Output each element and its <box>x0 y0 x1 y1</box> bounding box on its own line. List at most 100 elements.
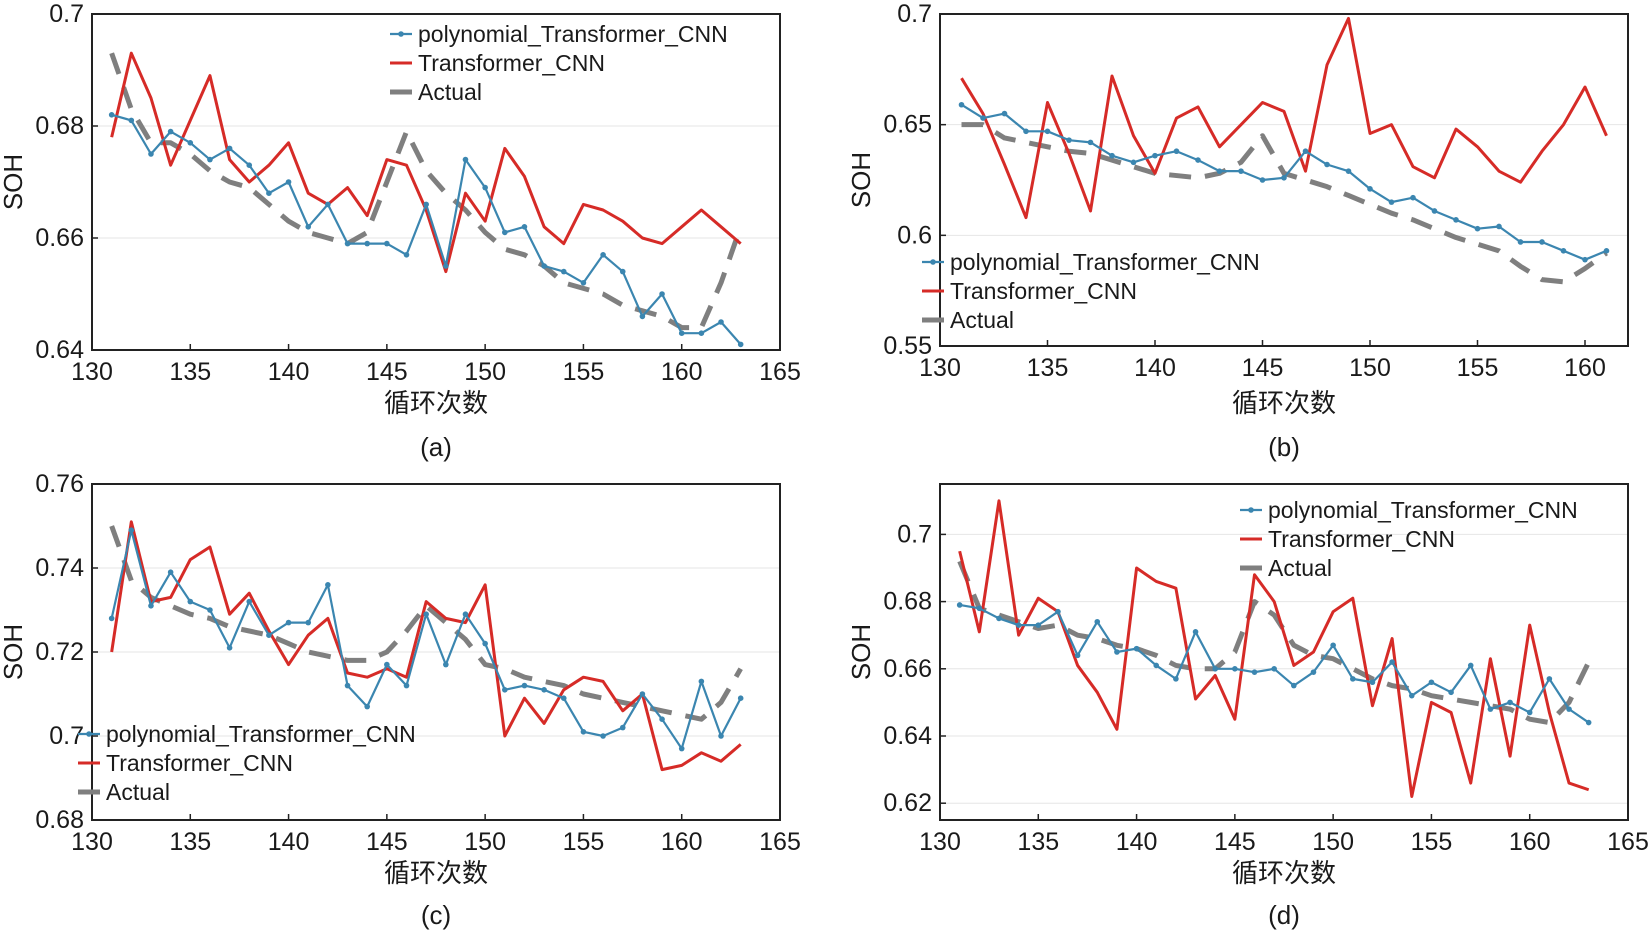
data-point <box>737 695 744 701</box>
data-point <box>423 611 429 617</box>
data-point <box>1173 148 1180 155</box>
data-point <box>600 252 606 258</box>
data-point <box>226 645 233 651</box>
data-point <box>246 598 253 605</box>
panel-label: (b) <box>1268 432 1300 462</box>
data-point <box>246 162 253 168</box>
data-point <box>659 716 665 722</box>
data-point <box>1195 157 1201 163</box>
y-tick-label: 0.72 <box>35 638 84 666</box>
data-point <box>344 682 351 689</box>
plot-frame <box>939 483 1629 821</box>
x-axis-label: 循环次数 <box>384 858 488 888</box>
data-point <box>167 569 174 575</box>
data-point <box>1066 137 1072 143</box>
x-tick-label: 155 <box>1411 828 1453 856</box>
y-axis-label: SOH <box>846 624 876 680</box>
x-tick-label: 150 <box>1312 828 1354 856</box>
data-point <box>1585 719 1592 726</box>
data-point <box>1055 608 1061 615</box>
panel-label: (d) <box>1268 900 1300 930</box>
legend-marker <box>398 31 404 37</box>
data-point <box>305 224 312 230</box>
data-point <box>1410 194 1416 201</box>
x-tick-label: 140 <box>1116 828 1158 856</box>
panel-label: (c) <box>421 900 451 930</box>
data-point <box>1388 199 1395 205</box>
data-point <box>344 240 351 247</box>
y-tick-label: 0.66 <box>883 655 932 683</box>
data-point <box>364 240 371 247</box>
data-point <box>1023 128 1029 135</box>
data-point <box>678 330 685 337</box>
x-tick-label: 135 <box>1027 354 1069 382</box>
data-point <box>128 117 135 124</box>
data-point <box>1448 689 1454 696</box>
data-point <box>1074 652 1081 659</box>
legend: polynomial_Transformer_CNN Transformer_CN… <box>390 21 728 105</box>
data-point <box>128 527 135 533</box>
series-line-Transformer_CNN <box>110 51 742 274</box>
data-point <box>1044 128 1051 135</box>
data-point <box>384 240 390 247</box>
series-line-Actual <box>109 525 743 722</box>
data-point <box>1015 622 1022 628</box>
y-axis-label: SOH <box>0 154 28 210</box>
legend-marker <box>86 731 92 737</box>
series-line-Transformer_CNN <box>110 520 742 772</box>
x-tick-label: 160 <box>661 828 703 856</box>
data-point <box>207 156 213 163</box>
legend-marker <box>930 259 936 265</box>
x-tick-label: 135 <box>169 828 211 856</box>
x-tick-label: 165 <box>1607 828 1649 856</box>
x-tick-label: 150 <box>1349 354 1391 382</box>
x-axis-label: 循环次数 <box>1232 388 1336 418</box>
data-point <box>639 313 646 320</box>
y-tick-label: 0.65 <box>883 111 932 139</box>
x-tick-label: 150 <box>464 828 506 856</box>
data-point <box>1474 225 1481 232</box>
data-point <box>580 280 587 286</box>
y-tick-label: 0.68 <box>35 112 84 140</box>
x-axis-label: 循环次数 <box>1232 858 1336 888</box>
data-point <box>1087 139 1094 146</box>
y-tick-label: 0.66 <box>35 224 84 252</box>
legend-label: Actual <box>418 79 482 105</box>
data-point <box>560 695 567 701</box>
y-tick-label: 0.64 <box>883 722 932 750</box>
data-point <box>443 661 449 668</box>
data-point <box>482 184 488 191</box>
data-point <box>462 611 469 617</box>
x-tick-label: 130 <box>71 828 113 856</box>
data-point <box>1603 248 1610 254</box>
data-point <box>1133 645 1140 652</box>
data-point <box>364 703 371 710</box>
x-tick-label: 130 <box>919 828 961 856</box>
x-tick-label: 135 <box>169 358 211 386</box>
data-point <box>541 263 547 269</box>
x-tick-label: 155 <box>563 358 605 386</box>
legend: polynomial_Transformer_CNN Transformer_CN… <box>1240 497 1578 581</box>
data-point <box>1546 676 1553 682</box>
x-tick-label: 155 <box>1457 354 1499 382</box>
data-point <box>1330 642 1336 649</box>
legend-label: polynomial_Transformer_CNN <box>106 721 416 747</box>
data-point <box>1035 622 1042 628</box>
data-point <box>1453 217 1459 223</box>
plot-frame <box>91 13 781 351</box>
y-tick-label: 0.7 <box>49 722 84 750</box>
data-point <box>1291 682 1297 689</box>
data-point <box>1566 706 1572 712</box>
legend: polynomial_Transformer_CNN Transformer_CN… <box>78 721 416 805</box>
data-point <box>187 598 194 605</box>
data-point <box>403 682 410 689</box>
x-tick-label: 140 <box>268 828 310 856</box>
data-point <box>1001 110 1008 117</box>
data-point <box>1526 709 1533 716</box>
data-point <box>976 605 983 612</box>
data-point <box>1192 629 1199 635</box>
y-tick-label: 0.62 <box>883 789 932 817</box>
legend-label: Actual <box>106 779 170 805</box>
chart-panel-2: 130 135 140 145 150 155 160 0.55 0.6 0.65 0.7 循环次数 S… <box>846 0 1629 462</box>
